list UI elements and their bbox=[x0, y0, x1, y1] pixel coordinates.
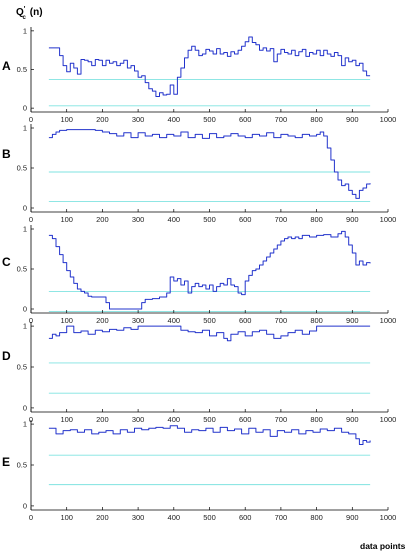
panel-a-x-tick-label: 400 bbox=[168, 115, 181, 124]
panel-e-y-tick-label: 0.5 bbox=[17, 461, 27, 470]
panel-a-x-tick-label: 300 bbox=[132, 115, 145, 124]
y-axis-label-rest: (n) bbox=[30, 7, 43, 18]
panel-d-y-tick-label: 0 bbox=[23, 403, 27, 412]
panel-c-y-tick-label: 0.5 bbox=[17, 265, 27, 274]
panel-a-x-tick-label: 0 bbox=[29, 115, 33, 124]
y-axis-label-main: Q bbox=[16, 7, 24, 18]
panel-d-x-tick-label: 900 bbox=[346, 415, 359, 424]
panel-b-x-tick-label: 200 bbox=[96, 215, 109, 224]
panel-b-y-tick-label: 0.5 bbox=[17, 164, 27, 173]
panel-b-x-tick-label: 800 bbox=[310, 215, 323, 224]
panel-c-x-tick-label: 1000 bbox=[380, 316, 397, 325]
panel-a-y-tick-label: 0 bbox=[23, 104, 27, 113]
panel-b-x-tick-label: 500 bbox=[203, 215, 216, 224]
panel-e-series-line bbox=[48, 425, 371, 445]
panel-b-x-tick-label: 300 bbox=[132, 215, 145, 224]
panel-b-x-tick-label: 100 bbox=[60, 215, 73, 224]
panel-b-x-tick-label: 0 bbox=[29, 215, 33, 224]
panel-d-series-line bbox=[48, 325, 371, 342]
panel-a-label: A bbox=[2, 59, 11, 73]
panel-e-x-tick-label: 900 bbox=[346, 513, 359, 522]
panel-c-x-tick-label: 600 bbox=[239, 316, 252, 325]
panel-c-label: C bbox=[2, 255, 11, 269]
panel-e-x-tick-label: 0 bbox=[29, 513, 33, 522]
panel-c: C 0 0.5 1 0 100 200 300 400 500 600 700 800 900 1000 bbox=[2, 225, 396, 326]
panel-e-x-tick-label: 100 bbox=[60, 513, 73, 522]
panel-d-x-tick-label: 1000 bbox=[380, 415, 397, 424]
panel-a-x-tick-label: 1000 bbox=[380, 115, 397, 124]
panel-a-y-tick-label: 1 bbox=[23, 26, 27, 35]
panels: A00.510 100 200 300 400 500 600 700 800 900 1000B0… bbox=[2, 26, 396, 522]
panel-c-x-tick-label: 700 bbox=[275, 316, 288, 325]
panel-a-x-tick-label: 200 bbox=[96, 115, 109, 124]
panel-d-x-tick-label: 400 bbox=[168, 415, 181, 424]
panel-d-y-tick-label: 1 bbox=[23, 322, 27, 331]
panel-b-x-tick-label: 700 bbox=[275, 215, 288, 224]
panel-d: D 0 0.5 1 0 100 200 300 400 500 600 700 800 900 1000 bbox=[2, 322, 396, 424]
panel-c-x-tick-label: 500 bbox=[203, 316, 216, 325]
panel-a-x-tick-label: 500 bbox=[203, 115, 216, 124]
panel-c-x-tick-label: 400 bbox=[168, 316, 181, 325]
panel-c-y-tick-label: 0 bbox=[23, 305, 27, 314]
panel-b-x-tick-label: 600 bbox=[239, 215, 252, 224]
panel-e-label: E bbox=[2, 455, 10, 469]
panel-d-x-tick-label: 300 bbox=[132, 415, 145, 424]
panel-e-x-tick-label: 1000 bbox=[380, 513, 397, 522]
panel-d-y-tick-label: 0.5 bbox=[17, 363, 27, 372]
panel-e-x-tick-label: 600 bbox=[239, 513, 252, 522]
panel-c-x-tick-label: 200 bbox=[96, 316, 109, 325]
panel-b-series-line bbox=[48, 129, 371, 199]
panel-e: E 0 0.5 1 0 100 200 300 400 500 600 700 800 900 1000 bbox=[2, 420, 396, 522]
panel-a-x-tick-label: 800 bbox=[310, 115, 323, 124]
panel-e-x-tick-label: 500 bbox=[203, 513, 216, 522]
panel-e-x-tick-label: 200 bbox=[96, 513, 109, 522]
panel-e-x-tick-label: 800 bbox=[310, 513, 323, 522]
panel-c-x-tick-label: 900 bbox=[346, 316, 359, 325]
panel-d-x-tick-label: 100 bbox=[60, 415, 73, 424]
panel-d-x-tick-label: 600 bbox=[239, 415, 252, 424]
panel-e-y-tick-label: 1 bbox=[23, 420, 27, 429]
panel-c-x-tick-label: 0 bbox=[29, 316, 33, 325]
panel-b: B 0 0.5 1 0 100 200 300 400 500 600 700 800 900 1000 bbox=[2, 124, 396, 225]
y-axis-label-prime: ' bbox=[24, 6, 26, 13]
panel-a: A 0 0.5 1 0 100 200 300 400 500 600 700 800 900 1000 bbox=[2, 26, 396, 124]
panel-c-y-tick-label: 1 bbox=[23, 225, 27, 234]
panel-e-x-tick-label: 300 bbox=[132, 513, 145, 522]
y-axis-label-sub: c bbox=[22, 15, 26, 21]
panel-b-label: B bbox=[2, 147, 11, 161]
panel-e-x-tick-label: 400 bbox=[168, 513, 181, 522]
panel-e-y-tick-label: 0 bbox=[23, 501, 27, 510]
panel-c-x-tick-label: 300 bbox=[132, 316, 145, 325]
panel-c-x-tick-label: 100 bbox=[60, 316, 73, 325]
panel-a-x-tick-label: 100 bbox=[60, 115, 73, 124]
panel-b-x-tick-label: 1000 bbox=[380, 215, 397, 224]
x-axis-label: data points bbox=[360, 541, 406, 551]
panel-a-y-tick-label: 0.5 bbox=[17, 65, 27, 74]
panel-b-x-tick-label: 900 bbox=[346, 215, 359, 224]
panel-d-x-tick-label: 0 bbox=[29, 415, 33, 424]
panel-d-label: D bbox=[2, 349, 11, 363]
panel-d-x-tick-label: 200 bbox=[96, 415, 109, 424]
panel-d-x-tick-label: 700 bbox=[275, 415, 288, 424]
panel-a-series-line bbox=[48, 36, 371, 97]
panel-a-x-tick-label: 700 bbox=[275, 115, 288, 124]
panel-d-x-tick-label: 800 bbox=[310, 415, 323, 424]
panel-e-x-tick-label: 700 bbox=[275, 513, 288, 522]
panel-b-y-tick-label: 0 bbox=[23, 204, 27, 213]
panel-b-y-tick-label: 1 bbox=[23, 124, 27, 133]
panel-a-x-tick-label: 900 bbox=[346, 115, 359, 124]
panel-d-x-tick-label: 500 bbox=[203, 415, 216, 424]
y-axis-label: Q' c (n) bbox=[16, 6, 43, 21]
panel-a-x-tick-label: 600 bbox=[239, 115, 252, 124]
panel-c-x-tick-label: 800 bbox=[310, 316, 323, 325]
panel-c-series-line bbox=[48, 230, 371, 310]
panel-b-x-tick-label: 400 bbox=[168, 215, 181, 224]
